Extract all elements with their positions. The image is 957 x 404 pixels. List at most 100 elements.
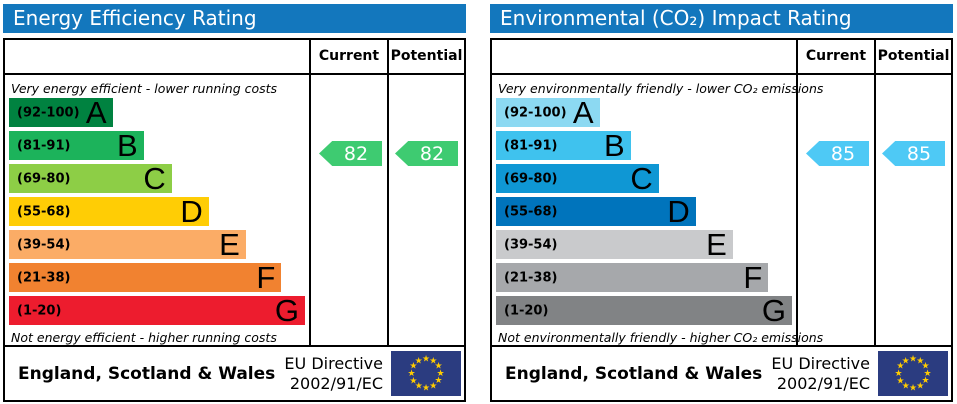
svg-text:★: ★ xyxy=(435,376,443,386)
band-letter-label: C xyxy=(630,160,653,196)
svg-text:★: ★ xyxy=(415,382,423,392)
column-divider xyxy=(796,40,798,347)
svg-text:★: ★ xyxy=(923,369,931,379)
column-divider xyxy=(874,40,876,347)
svg-text:★: ★ xyxy=(909,355,917,365)
panel-title: Energy Efficiency Rating xyxy=(13,6,257,30)
rating-table: Current Potential Very environmentally f… xyxy=(490,38,953,402)
rating-band-d: (55-68) D xyxy=(496,193,696,229)
eu-directive-label: EU Directive 2002/91/EC xyxy=(284,354,383,393)
table-header-row: Current Potential xyxy=(492,40,951,75)
rating-band-c: (69-80) C xyxy=(496,160,659,196)
band-letter-label: F xyxy=(256,259,276,295)
rating-band-d: (55-68) D xyxy=(9,193,209,229)
band-letter-label: C xyxy=(143,160,166,196)
svg-text:★: ★ xyxy=(896,376,904,386)
band-range-label: (55-68) xyxy=(504,204,558,219)
band-range-label: (21-38) xyxy=(504,270,558,285)
potential-rating-value: 82 xyxy=(419,142,445,165)
environmental-impact-panel: Environmental (CO₂) Impact Rating Curren… xyxy=(490,0,953,404)
rating-band-b: (81-91) B xyxy=(496,127,631,163)
band-letter-label: G xyxy=(761,292,786,328)
band-letter-label: D xyxy=(180,193,203,229)
band-range-label: (92-100) xyxy=(504,105,567,120)
rating-band-a: (92-100) A xyxy=(496,94,600,130)
rating-band-e: (39-54) E xyxy=(496,228,733,259)
rating-band-g: (1-20) G xyxy=(496,292,792,328)
svg-text:★: ★ xyxy=(422,384,430,394)
band-letter-label: D xyxy=(667,193,690,229)
band-range-label: (69-80) xyxy=(504,171,558,186)
band-letter-label: G xyxy=(274,292,299,328)
svg-text:★: ★ xyxy=(922,376,930,386)
band-letter-label: A xyxy=(572,94,594,130)
band-range-label: (39-54) xyxy=(17,237,71,252)
svg-text:★: ★ xyxy=(896,362,904,372)
svg-text:★: ★ xyxy=(436,369,444,379)
panel-footer: England, Scotland & Wales EU Directive 2… xyxy=(492,345,951,400)
svg-text:★: ★ xyxy=(909,384,917,394)
panel-title: Environmental (CO₂) Impact Rating xyxy=(500,6,852,30)
band-range-label: (1-20) xyxy=(17,303,62,318)
rating-band-f: (21-38) F xyxy=(9,259,282,295)
band-range-label: (81-91) xyxy=(17,138,71,153)
panel-title-bar: Environmental (CO₂) Impact Rating xyxy=(490,4,953,33)
svg-text:★: ★ xyxy=(922,362,930,372)
svg-text:★: ★ xyxy=(409,362,417,372)
svg-text:★: ★ xyxy=(422,355,430,365)
eu-flag-icon: ★ ★★★★★★★★★★★ xyxy=(878,351,948,396)
band-letter-label: E xyxy=(219,226,240,262)
band-range-label: (69-80) xyxy=(17,171,71,186)
band-letter-label: F xyxy=(743,259,763,295)
band-letter-label: B xyxy=(603,127,625,163)
current-column-header: Current xyxy=(318,48,380,64)
svg-text:★: ★ xyxy=(916,356,924,366)
potential-rating-value: 85 xyxy=(906,142,932,165)
svg-text:★: ★ xyxy=(902,356,910,366)
svg-text:★: ★ xyxy=(407,369,415,379)
band-range-label: (55-68) xyxy=(17,204,71,219)
current-rating-arrow: 82 xyxy=(319,141,382,166)
rating-bands: (92-100) A (81-91) B (69-80) C (55-68) D (39-54)… xyxy=(496,94,792,329)
rating-table: Current Potential Very energy efficient … xyxy=(3,38,466,402)
svg-text:★: ★ xyxy=(902,382,910,392)
svg-text:★: ★ xyxy=(409,376,417,386)
band-letter-label: B xyxy=(116,127,138,163)
svg-text:★: ★ xyxy=(916,382,924,392)
band-range-label: (1-20) xyxy=(504,303,549,318)
panel-footer: England, Scotland & Wales EU Directive 2… xyxy=(5,345,464,400)
rating-band-g: (1-20) G xyxy=(9,292,305,328)
band-letter-label: A xyxy=(85,94,107,130)
top-caption: Very energy efficient - lower running co… xyxy=(11,81,278,96)
bottom-caption: Not environmentally friendly - higher CO… xyxy=(498,330,824,345)
band-range-label: (92-100) xyxy=(17,105,80,120)
panel-title-bar: Energy Efficiency Rating xyxy=(3,4,466,33)
band-range-label: (21-38) xyxy=(17,270,71,285)
rating-band-c: (69-80) C xyxy=(9,160,172,196)
bottom-caption: Not energy efficient - higher running co… xyxy=(11,330,277,345)
svg-text:★: ★ xyxy=(415,356,423,366)
eu-flag-icon: ★ ★★★★★★★★★★★ xyxy=(391,351,461,396)
current-rating-value: 85 xyxy=(830,142,856,165)
band-range-label: (81-91) xyxy=(504,138,558,153)
rating-band-e: (39-54) E xyxy=(9,226,246,262)
table-header-row: Current Potential xyxy=(5,40,464,75)
rating-band-b: (81-91) B xyxy=(9,127,144,163)
eu-directive-label: EU Directive 2002/91/EC xyxy=(771,354,870,393)
potential-column-header: Potential xyxy=(390,48,463,64)
region-label: England, Scotland & Wales xyxy=(505,363,763,384)
current-column-header: Current xyxy=(805,48,867,64)
rating-band-a: (92-100) A xyxy=(9,94,113,130)
top-caption: Very environmentally friendly - lower CO… xyxy=(498,81,824,96)
rating-band-f: (21-38) F xyxy=(496,259,769,295)
energy-efficiency-panel: Energy Efficiency Rating Current Potenti… xyxy=(3,0,466,404)
svg-text:★: ★ xyxy=(894,369,902,379)
region-label: England, Scotland & Wales xyxy=(18,363,276,384)
svg-text:★: ★ xyxy=(429,356,437,366)
svg-text:★: ★ xyxy=(435,362,443,372)
potential-rating-arrow: 85 xyxy=(882,141,945,166)
potential-rating-arrow: 82 xyxy=(395,141,458,166)
current-rating-arrow: 85 xyxy=(806,141,869,166)
svg-text:★: ★ xyxy=(429,382,437,392)
